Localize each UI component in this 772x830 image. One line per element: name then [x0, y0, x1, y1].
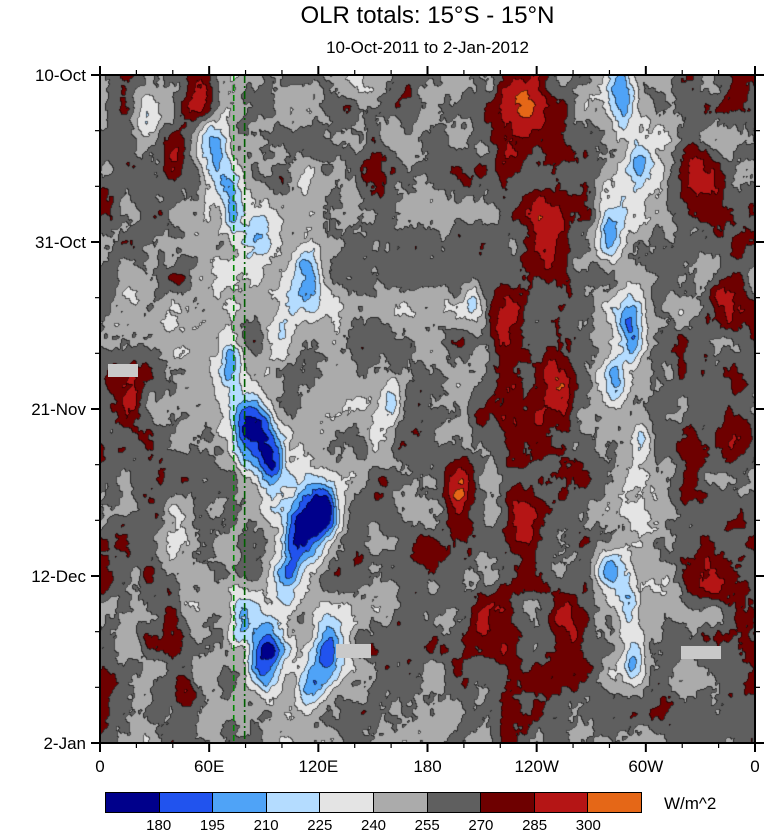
colorbar-tick-label: 255: [414, 817, 440, 830]
x-tick-label: 0: [95, 757, 104, 776]
colorbar-segment: [588, 793, 641, 812]
olr-field-canvas: [100, 75, 755, 743]
colorbar: [105, 792, 642, 813]
colorbar-tick-label: 285: [522, 817, 548, 830]
chart-title: OLR totals: 15°S - 15°N: [300, 2, 555, 29]
colorbar-segment: [106, 793, 160, 812]
colorbar-segment: [266, 793, 321, 812]
y-tick-label: 21-Nov: [31, 400, 86, 419]
colorbar-tick-label: 225: [307, 817, 333, 830]
colorbar-tick-label: 300: [575, 817, 601, 830]
colorbar-segment: [213, 793, 267, 812]
x-axis-labels: 0 60E 120E 180 120W 60W 0: [95, 757, 759, 776]
x-tick-label: 180: [413, 757, 441, 776]
y-tick-label: 2-Jan: [43, 734, 86, 753]
colorbar-tick-label: 210: [253, 817, 279, 830]
y-axis-labels: 10-Oct 31-Oct 21-Nov 12-Dec 2-Jan: [31, 66, 86, 753]
colorbar-tick-label: 270: [468, 817, 494, 830]
x-tick-label: 60W: [628, 757, 663, 776]
x-tick-label: 120W: [514, 757, 558, 776]
x-tick-label: 0: [750, 757, 759, 776]
x-tick-label: 120E: [298, 757, 338, 776]
colorbar-tick-label: 180: [146, 817, 172, 830]
colorbar-tick-label: 240: [360, 817, 387, 830]
missing-data-patch: [681, 646, 721, 659]
missing-data-patch: [108, 364, 138, 377]
colorbar-segment: [159, 793, 214, 812]
colorbar-segment: [481, 793, 535, 812]
x-tick-label: 60E: [194, 757, 224, 776]
y-tick-label: 10-Oct: [35, 66, 86, 85]
colorbar-tick-label: 195: [199, 817, 225, 830]
colorbar-segment: [320, 793, 374, 812]
chart-subtitle: 10-Oct-2011 to 2-Jan-2012: [326, 38, 529, 57]
colorbar-segment: [373, 793, 428, 812]
y-tick-label: 31-Oct: [35, 233, 86, 252]
y-tick-label: 12-Dec: [31, 567, 86, 586]
colorbar-units-label: W/m^2: [664, 794, 717, 813]
missing-data-patch: [336, 644, 371, 658]
colorbar-segment: [427, 793, 482, 812]
colorbar-segment: [534, 793, 589, 812]
